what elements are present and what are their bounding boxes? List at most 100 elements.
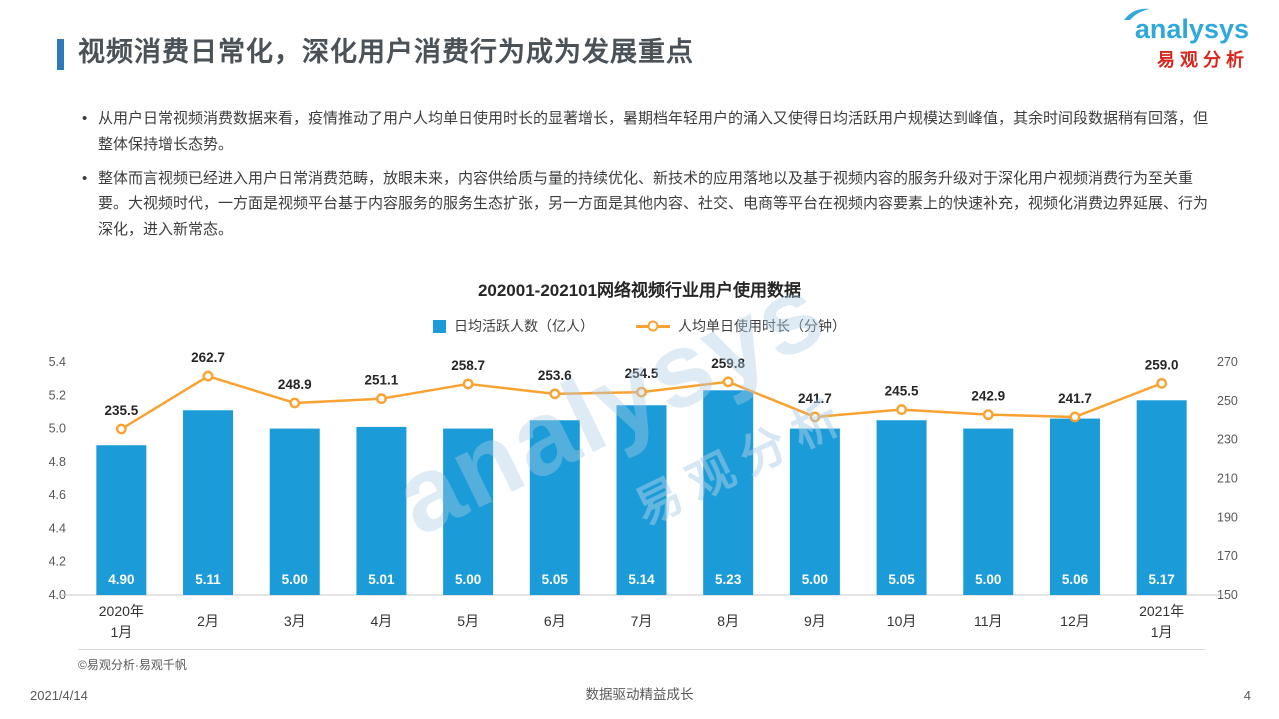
x-axis-label: 5月: [457, 613, 479, 629]
line-marker: [722, 376, 734, 388]
line-value-label: 245.5: [885, 384, 919, 399]
x-axis-label: 8月: [717, 613, 739, 629]
page-title: 视频消费日常化，深化用户消费行为成为发展重点: [78, 37, 694, 67]
x-axis-label: 2021年: [1139, 603, 1184, 619]
bar-value-label: 5.23: [715, 572, 742, 587]
left-axis-tick: 4.0: [49, 588, 66, 602]
chart-legend: 日均活跃人数（亿人） 人均单日使用时长（分钟）: [0, 316, 1279, 336]
left-axis-tick: 5.2: [49, 388, 66, 402]
bar: [443, 428, 494, 595]
chart-divider: [78, 649, 1205, 650]
left-axis-tick: 5.0: [49, 422, 66, 436]
logo-wing-icon: [1123, 8, 1150, 20]
x-axis-label: 10月: [887, 613, 917, 629]
bar: [1049, 418, 1100, 595]
right-axis-tick: 170: [1217, 549, 1238, 563]
bar: [789, 428, 840, 595]
x-axis-label: 1月: [1151, 624, 1173, 640]
line-value-label: 258.7: [451, 358, 485, 373]
right-axis-tick: 270: [1217, 355, 1238, 369]
bar: [529, 420, 580, 595]
right-axis-tick: 210: [1217, 472, 1238, 486]
title-accent-bar: [57, 39, 64, 70]
line-value-label: 262.7: [191, 350, 225, 365]
x-axis-label: 7月: [631, 613, 653, 629]
chart-title: 202001-202101网络视频行业用户使用数据: [477, 281, 802, 300]
right-axis-tick: 250: [1217, 394, 1238, 408]
bar: [616, 405, 667, 595]
bar-value-label: 5.17: [1149, 572, 1175, 587]
x-axis-label: 12月: [1060, 613, 1090, 629]
legend-item-line: 人均单日使用时长（分钟）: [636, 316, 846, 336]
line-marker: [1156, 377, 1168, 389]
analysys-logo: analysys 易观分析: [1123, 8, 1249, 72]
logo-brand-text: analysys: [1134, 14, 1249, 44]
right-axis-tick: 150: [1217, 588, 1238, 602]
left-axis-tick: 4.2: [49, 555, 66, 569]
line-value-label: 248.9: [278, 377, 312, 392]
bar-value-label: 5.00: [282, 572, 308, 587]
bar-value-label: 5.05: [888, 572, 915, 587]
bar: [183, 410, 234, 595]
x-axis-label: 1月: [110, 624, 132, 640]
legend-label-bar: 日均活跃人数（亿人）: [454, 318, 594, 334]
footer-page-number: 4: [1243, 688, 1251, 703]
chart-canvas: 4.0 4.2 4.4 4.6 4.8 5.0 5.2 5.4 150 170 190 210 230 2…: [49, 350, 1238, 640]
line-marker: [982, 409, 994, 421]
line-value-label: 242.9: [971, 389, 1005, 404]
legend-item-bar: 日均活跃人数（亿人）: [433, 316, 594, 336]
legend-label-line: 人均单日使用时长（分钟）: [678, 318, 846, 334]
line-marker: [115, 423, 127, 435]
bullet-list: 从用户日常视频消费数据来看，疫情推动了用户人均单日使用时长的显著增长，暑期档年轻…: [80, 106, 1212, 251]
bar-value-label: 5.06: [1062, 572, 1089, 587]
line-value-label: 241.7: [798, 391, 832, 406]
logo-wordmark: analysys: [1123, 8, 1249, 44]
right-axis-tick: 190: [1217, 510, 1238, 524]
line-marker: [636, 386, 647, 398]
chart-source: ©易观分析·易观千帆: [78, 658, 187, 672]
x-axis-label: 11月: [974, 613, 1003, 629]
bar: [703, 390, 754, 595]
bar-value-label: 5.01: [368, 572, 395, 587]
line-marker: [1069, 411, 1081, 423]
line-value-label: 259.0: [1145, 357, 1179, 372]
x-axis-label: 2月: [197, 613, 219, 629]
bullet-item: 从用户日常视频消费数据来看，疫情推动了用户人均单日使用时长的显著增长，暑期档年轻…: [80, 106, 1212, 158]
bar-legend-swatch: [433, 319, 446, 333]
header: 视频消费日常化，深化用户消费行为成为发展重点: [57, 34, 1079, 72]
left-axis-tick: 4.8: [49, 455, 66, 469]
line-marker: [202, 370, 214, 382]
line-value-label: 241.7: [1058, 391, 1092, 406]
line-marker: [289, 397, 301, 409]
x-axis-label: 6月: [544, 613, 566, 629]
line-legend-swatch: [636, 320, 670, 332]
bar: [876, 420, 927, 595]
footer-date: 2021/4/14: [30, 688, 88, 703]
bar-value-label: 5.00: [975, 572, 1001, 587]
bar: [1136, 400, 1187, 595]
bar-value-label: 4.90: [108, 572, 134, 587]
footer-slogan: 数据驱动精益成长: [585, 687, 694, 702]
bar-value-label: 5.00: [802, 572, 828, 587]
line-marker: [549, 388, 561, 400]
line-value-label: 259.8: [711, 356, 745, 371]
x-axis-label: 9月: [804, 613, 826, 629]
logo-brand-cn: 易观分析: [1157, 50, 1249, 70]
bar-value-label: 5.14: [628, 572, 655, 587]
bar: [96, 445, 147, 595]
line-legend-marker: [647, 320, 659, 332]
line-value-label: 235.5: [104, 403, 138, 418]
bar: [269, 428, 320, 595]
line-value-label: 251.1: [365, 373, 399, 388]
x-axis-label: 2020年: [99, 603, 144, 619]
line-marker: [376, 393, 387, 405]
line-marker: [896, 404, 907, 415]
bar-value-label: 5.05: [542, 572, 569, 587]
bar: [356, 426, 407, 595]
line-value-label: 253.6: [538, 368, 572, 383]
line-marker: [809, 411, 821, 423]
left-axis-tick: 4.4: [49, 521, 66, 535]
bar-value-label: 5.11: [195, 572, 221, 587]
bullet-item: 整体而言视频已经进入用户日常消费范畴，放眼未来，内容供给质与量的持续优化、新技术…: [80, 166, 1212, 243]
x-axis-label: 3月: [284, 613, 306, 629]
